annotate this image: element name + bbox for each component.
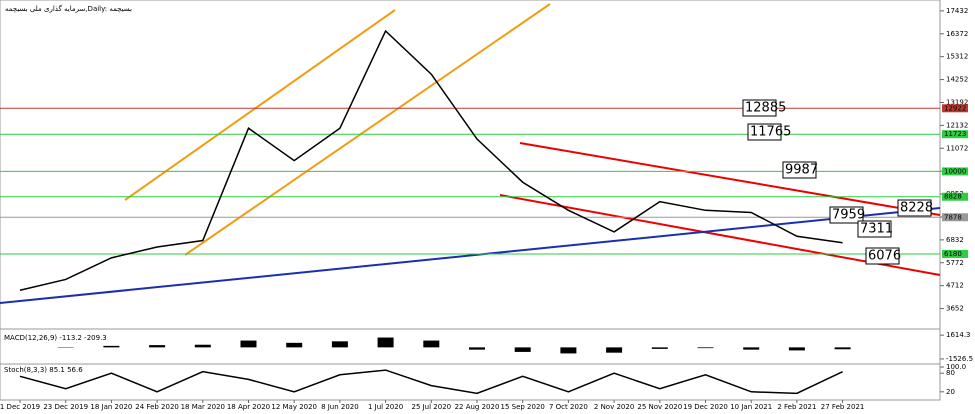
annotation-box [857, 220, 892, 238]
annotation: 8228 [900, 201, 933, 216]
annotation-box [829, 206, 864, 224]
frame [0, 0, 941, 401]
y-tick-label: 1614.3 [946, 331, 971, 339]
annotation-box [747, 123, 782, 141]
y-tick-label: 11072 [946, 144, 968, 152]
histogram-bar [469, 347, 485, 350]
y-tick-label: 13192 [946, 98, 968, 106]
x-tick-label: 10 Jan 2021 [730, 403, 772, 411]
level-label: 7878 [944, 213, 962, 221]
y-tick-label: 12132 [946, 121, 968, 129]
x-tick-label: 22 Aug 2020 [455, 403, 500, 411]
histogram-bar [651, 347, 668, 349]
histogram-bar [743, 347, 760, 350]
y-tick-label: 5772 [946, 259, 964, 267]
annotation: 9987 [785, 163, 818, 178]
x-tick-label: 12 May 2020 [271, 403, 317, 411]
series-line [19, 29, 843, 291]
annotation-box [782, 161, 817, 179]
level-box [942, 249, 968, 258]
chart-title: سرمایه گذاری ملی بسیچمه,Daily: بسیچمه [5, 4, 132, 13]
annotation: 12885 [745, 101, 786, 116]
level-box [942, 104, 968, 113]
level-label: 6180 [944, 250, 962, 258]
y-tick-label: 4712 [946, 282, 964, 290]
level-box [942, 213, 968, 222]
x-tick-label: 1 Jul 2020 [368, 403, 403, 411]
histogram-bar [788, 347, 805, 351]
x-tick-label: 2 Feb 2021 [777, 403, 816, 411]
trend-line [124, 9, 396, 201]
x-tick-label: 18 Jan 2020 [90, 403, 132, 411]
histogram-bar [834, 347, 851, 350]
histogram-bar [194, 344, 211, 348]
y-tick-label: 14252 [946, 76, 968, 84]
y-tick-label: 100.0 [946, 363, 966, 371]
histogram-bar [606, 347, 623, 353]
level-box [942, 192, 968, 201]
y-tick-label: 20 [946, 388, 955, 396]
level-label: 11723 [944, 130, 966, 138]
histogram-bar [331, 341, 348, 348]
histogram-bar [240, 340, 257, 348]
annotation: 7311 [860, 222, 893, 237]
x-tick-label: 18 Mar 2020 [181, 403, 225, 411]
y-tick-label: -1526.5 [946, 355, 973, 363]
histogram-bar [560, 347, 577, 354]
level-box [942, 130, 968, 139]
y-tick-label: 3652 [946, 305, 964, 313]
histogram-bar [286, 342, 303, 348]
x-tick-label: 18 Apr 2020 [227, 403, 270, 411]
annotation-box [897, 199, 932, 217]
annotation-box [865, 247, 900, 265]
x-tick-label: 1 Dec 2019 [0, 403, 40, 411]
histogram-bar [103, 345, 120, 348]
y-tick-label: 15312 [946, 53, 968, 61]
histogram-bar [514, 347, 531, 352]
x-tick-label: 7 Oct 2020 [549, 403, 588, 411]
level-label: 12922 [944, 104, 966, 112]
histogram-bar [149, 345, 166, 348]
annotation: 7959 [832, 208, 865, 223]
x-tick-label: 25 Nov 2020 [637, 403, 682, 411]
x-tick-label: 23 Dec 2019 [43, 403, 88, 411]
y-tick-label: 16372 [946, 30, 968, 38]
level-label: 8828 [944, 193, 962, 201]
x-tick-label: 25 Jul 2020 [411, 403, 451, 411]
x-tick-label: 2 Nov 2020 [594, 403, 634, 411]
histogram-bar [377, 337, 394, 348]
annotation: 6076 [868, 249, 901, 264]
x-tick-label: 19 Dec 2020 [683, 403, 728, 411]
x-tick-label: 24 Feb 2020 [135, 403, 179, 411]
trend-line [184, 3, 551, 256]
indicator-title: MACD(12,26,9) -113.2 -209.3 [4, 334, 107, 342]
indicator-title: Stoch(8,3,3) 85.1 56.6 [4, 366, 83, 374]
x-tick-label: 27 Feb 2021 [821, 403, 865, 411]
y-tick-label: 17432 [946, 7, 968, 15]
y-tick-label: 6832 [946, 236, 964, 244]
x-tick-label: 15 Sep 2020 [501, 403, 545, 411]
histogram-bar [697, 347, 714, 349]
trend-line [519, 142, 941, 216]
series-line [19, 369, 843, 395]
trend-line [0, 207, 941, 304]
y-tick-label: 80 [946, 369, 955, 377]
histogram-bar [423, 340, 440, 348]
x-tick-label: 8 Jun 2020 [321, 403, 359, 411]
level-box [942, 167, 968, 176]
annotation: 11765 [750, 125, 791, 140]
annotation-box [742, 99, 777, 117]
level-label: 10000 [944, 167, 966, 175]
